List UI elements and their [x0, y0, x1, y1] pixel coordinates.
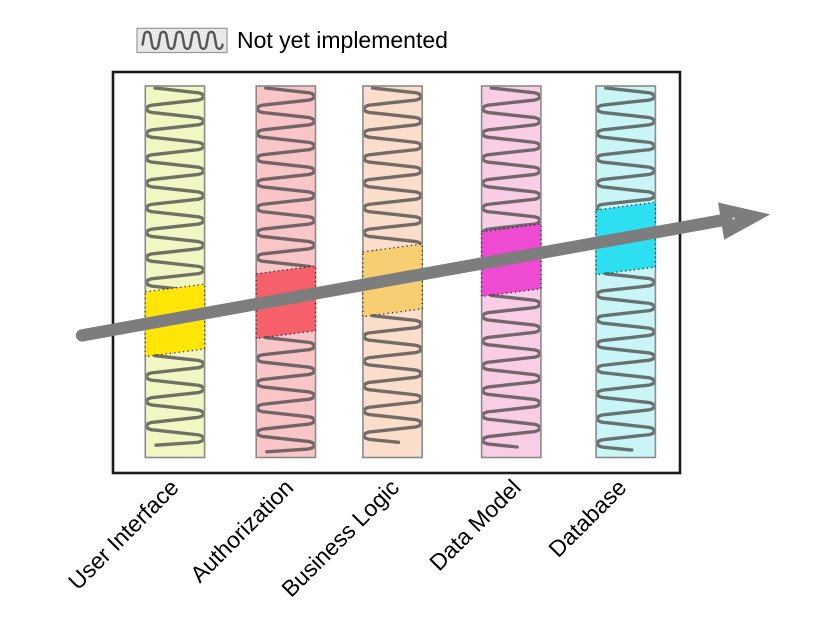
svg-text:Not yet implemented: Not yet implemented — [237, 27, 448, 53]
